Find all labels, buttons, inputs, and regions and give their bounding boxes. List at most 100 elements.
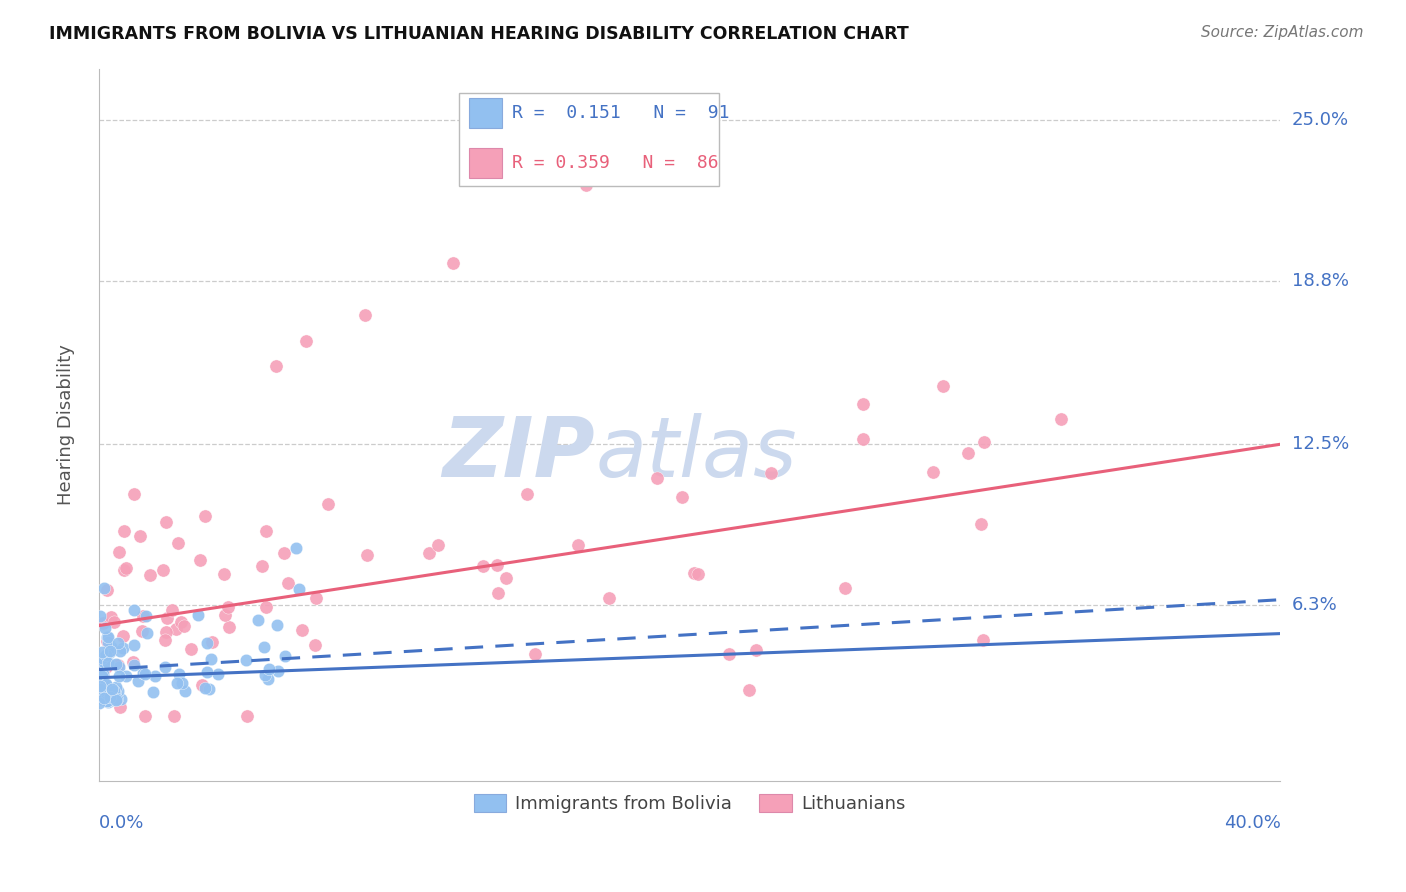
Point [257,662,280,676]
Point [645,471,668,485]
Point [166,676,188,690]
Text: R = 0.359   N =  86: R = 0.359 N = 86 [512,153,718,171]
Point [100,640,122,654]
Point [214,608,236,623]
Point [97,695,120,709]
Point [94,621,117,635]
Bar [468,98,502,128]
Point [114,669,136,683]
Point [98,643,121,657]
Point [173,618,195,632]
Point [305,591,328,605]
Point [98,690,121,704]
Point [104,687,127,701]
Point [93,662,115,676]
Point [96,694,118,708]
Point [93,616,115,631]
Point [97,656,120,670]
Point [115,561,138,575]
Point [97,687,120,701]
Point [486,558,509,572]
Point [108,544,131,558]
Point [89,682,111,697]
Point [111,629,134,643]
Point [247,613,270,627]
Point [156,611,179,625]
Point [253,640,276,654]
Point [132,666,155,681]
Point [427,538,450,552]
Point [98,656,121,670]
Point [441,256,464,270]
Point [575,178,598,193]
Text: 12.5%: 12.5% [1292,435,1348,453]
Point [931,379,953,393]
Point [98,692,121,706]
Point [94,648,117,662]
Point [188,553,211,567]
Point [89,691,111,706]
Point [104,657,127,671]
Point [718,648,741,662]
Point [318,497,340,511]
Point [155,515,177,529]
Point [107,683,129,698]
Point [834,581,856,595]
Point [207,666,229,681]
Point [97,634,120,648]
Point [107,636,129,650]
Point [195,665,218,680]
Point [165,622,187,636]
Point [852,397,875,411]
Bar [468,147,502,178]
Point [152,563,174,577]
Point [218,599,240,614]
Point [98,645,121,659]
Point [356,548,378,562]
Point [274,648,297,663]
Point [250,558,273,573]
Point [104,690,127,704]
Point [128,529,150,543]
Point [304,638,326,652]
Point [101,693,124,707]
Point [90,691,112,706]
Point [288,582,311,596]
Point [973,434,995,449]
Point [200,652,222,666]
Point [93,690,115,704]
Point [91,666,114,681]
Point [160,602,183,616]
Point [103,684,125,698]
Point [94,660,117,674]
Point [91,651,114,665]
Point [155,660,177,674]
Point [100,684,122,698]
Point [198,681,221,696]
Point [236,709,259,723]
Point [193,509,215,524]
Point [970,516,993,531]
Point [180,641,202,656]
Point [201,634,224,648]
Point [155,633,177,648]
Point [744,643,766,657]
Text: 6.3%: 6.3% [1292,596,1337,614]
Text: 40.0%: 40.0% [1223,814,1281,832]
Point [134,709,156,723]
Point [187,608,209,623]
Text: ZIP: ZIP [443,413,595,494]
Point [110,644,132,658]
Point [90,657,112,671]
Point [195,636,218,650]
Point [264,359,287,374]
Point [96,631,118,645]
Point [93,691,115,706]
Point [100,609,122,624]
Point [136,625,159,640]
Text: Source: ZipAtlas.com: Source: ZipAtlas.com [1201,25,1364,40]
Point [134,667,156,681]
Point [1050,411,1073,425]
Point [284,541,307,555]
Text: atlas: atlas [595,413,797,494]
